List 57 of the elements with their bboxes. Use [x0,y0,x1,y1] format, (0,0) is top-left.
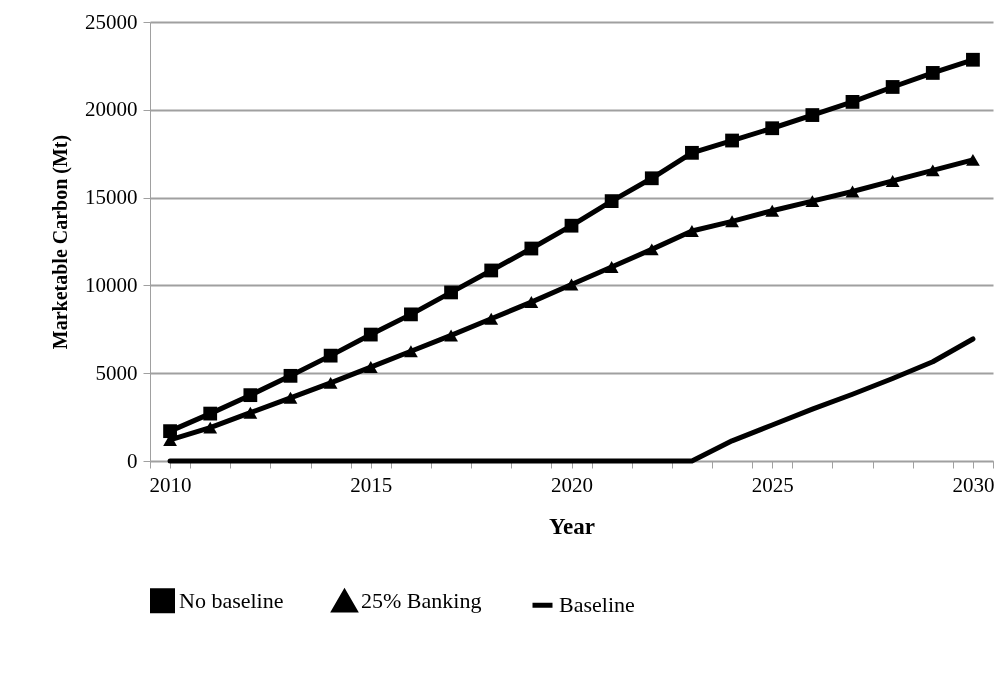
point [885,80,900,94]
point [484,263,499,278]
legend-label: Baseline [559,592,635,618]
point [363,327,378,342]
y-tick-label: 10000 [85,272,138,297]
y-axis-title: Marketable Carbon (Mt) [49,134,72,350]
point [203,421,218,434]
x-tick-label: 2025 [751,472,794,497]
x-tick-label: 2015 [350,472,393,497]
point [404,345,418,358]
x-axis-title: Year [549,513,595,539]
point [444,329,458,342]
x-tick-label: 2010 [149,472,192,497]
y-tick-label: 0 [127,448,138,473]
point [925,66,940,80]
point [685,225,699,237]
point [283,391,298,404]
point [604,194,619,208]
point [444,285,458,300]
point [243,388,258,403]
point [885,174,900,187]
point [243,406,258,419]
point [323,348,338,363]
point [484,312,499,325]
point [966,52,980,67]
point [845,95,860,109]
legend-label: No baseline [179,587,284,613]
x-tick-label: 2030 [952,472,995,497]
point [725,133,739,148]
point [323,376,338,389]
point [725,215,739,228]
point [685,145,699,160]
x-tick-label: 2020 [551,472,593,497]
point [564,278,579,291]
point [524,296,539,309]
point [203,406,218,421]
point [363,361,378,374]
point [925,164,940,177]
point [966,153,980,166]
point [604,260,619,273]
point [805,195,820,208]
y-tick-label: 20000 [85,97,138,122]
point [644,171,659,186]
point [805,108,820,122]
point [404,307,418,322]
point [524,241,539,256]
point [644,243,659,256]
point [845,185,860,198]
y-tick-label: 25000 [85,9,138,34]
point [564,218,579,233]
y-tick-label: 5000 [95,360,138,385]
point [765,121,780,136]
point [163,424,177,439]
point [765,204,780,217]
y-tick-label: 15000 [85,185,138,210]
point [283,368,298,383]
legend-label: 25% Banking [361,588,482,614]
